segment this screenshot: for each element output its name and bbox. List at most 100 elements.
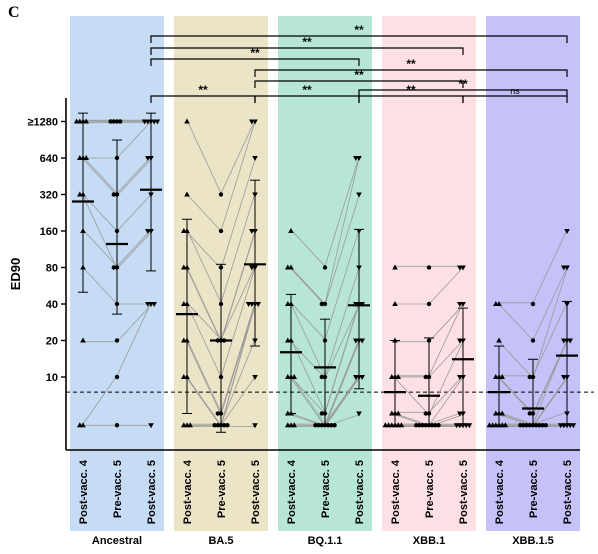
data-point-1-0-14	[187, 422, 193, 428]
category-label-1-2: Post-vacc. 5	[250, 460, 262, 524]
data-point-2-1-11	[316, 423, 321, 428]
data-point-2-2-9	[353, 338, 359, 344]
data-point-4-1-3	[527, 374, 532, 380]
data-point-2-2-2	[356, 192, 362, 198]
category-label-1-0: Post-vacc. 4	[182, 459, 194, 524]
data-point-2-2-1	[353, 156, 359, 162]
data-point-0-1-0	[114, 119, 120, 124]
data-point-1-0-1	[184, 191, 190, 197]
data-point-3-1-1	[426, 301, 432, 307]
significance-bracket-4	[254, 80, 464, 88]
data-point-4-2-8	[561, 375, 567, 381]
data-point-3-2-5	[457, 338, 463, 344]
data-point-0-2-3	[141, 119, 148, 125]
data-point-4-1-12	[540, 423, 545, 428]
data-point-4-0-14	[486, 422, 493, 428]
data-point-0-2-12	[151, 302, 157, 308]
significance-bracket-9	[462, 95, 568, 103]
data-point-3-1-12	[417, 423, 422, 428]
data-point-4-0-7	[493, 410, 499, 416]
data-point-4-1-5	[527, 411, 532, 416]
significance-label-7: **	[302, 83, 312, 97]
data-point-0-2-6	[145, 156, 151, 162]
data-point-3-0-8	[395, 410, 401, 416]
significance-label-5: **	[458, 77, 468, 91]
significance-label-2: **	[250, 46, 260, 60]
data-point-1-2-11	[245, 302, 252, 308]
data-point-0-1-6	[111, 192, 117, 197]
data-point-4-0-8	[499, 410, 505, 416]
data-point-1-2-13	[252, 375, 258, 381]
group-band-3	[382, 16, 476, 531]
significance-label-8: **	[406, 83, 416, 97]
data-point-1-0-0	[184, 118, 190, 124]
y-tick-label-1: 20	[46, 336, 58, 348]
group-label-3: XBB.1	[413, 535, 445, 547]
data-point-0-1-2	[118, 119, 123, 124]
data-point-3-1-0	[426, 265, 432, 270]
category-label-1-1: Pre-vacc. 5	[216, 460, 228, 518]
data-point-1-2-7	[249, 265, 255, 271]
category-label-0-2: Post-vacc. 5	[146, 460, 158, 524]
data-point-0-1-1	[111, 119, 117, 124]
data-point-2-1-7	[319, 411, 324, 416]
data-point-1-1-11	[215, 423, 220, 428]
significance-label-6: **	[198, 83, 208, 97]
data-point-2-0-0	[288, 228, 294, 234]
data-point-4-0-4	[493, 374, 499, 380]
data-point-2-0-13	[285, 422, 291, 428]
data-point-4-2-0	[564, 229, 570, 235]
data-point-4-2-14	[570, 423, 577, 429]
data-point-0-1-13	[114, 423, 120, 428]
data-point-4-2-2	[561, 265, 567, 271]
significance-label-4: **	[354, 68, 364, 82]
y-tick-label-5: 320	[40, 190, 58, 202]
data-point-2-1-12	[329, 423, 334, 428]
group-band-2	[278, 16, 372, 531]
data-point-1-0-3	[181, 228, 187, 234]
data-point-0-1-9	[111, 265, 117, 270]
data-point-0-0-6	[83, 155, 89, 161]
y-tick-label-4: 160	[40, 226, 58, 238]
data-point-0-0-5	[77, 155, 83, 161]
category-label-2-1: Pre-vacc. 5	[320, 460, 332, 518]
category-label-3-1: Pre-vacc. 5	[424, 460, 436, 518]
group-label-4: XBB.1.5	[512, 535, 554, 547]
significance-label-9: ns	[510, 86, 520, 96]
data-point-3-2-1	[457, 265, 463, 271]
data-point-3-0-1	[392, 301, 398, 307]
data-point-2-2-12	[353, 375, 359, 381]
data-point-3-0-7	[389, 410, 395, 416]
data-point-0-2-4	[154, 119, 161, 125]
category-label-2-2: Post-vacc. 5	[354, 460, 366, 524]
data-point-0-1-12	[114, 374, 120, 380]
y-tick-label-6: 640	[40, 153, 58, 165]
significance-label-3: **	[406, 57, 416, 71]
significance-bracket-3	[254, 69, 568, 77]
data-point-2-1-1	[322, 301, 328, 307]
category-label-4-2: Post-vacc. 5	[562, 460, 574, 524]
data-point-0-2-13	[148, 423, 154, 429]
data-point-3-0-0	[392, 264, 398, 270]
data-point-1-2-10	[255, 302, 261, 308]
data-point-2-0-4	[285, 301, 291, 307]
significance-label-1: **	[302, 35, 312, 49]
data-point-4-1-13	[518, 423, 523, 428]
significance-bracket-1	[150, 47, 464, 55]
category-label-0-0: Post-vacc. 4	[78, 459, 90, 524]
data-point-1-0-5	[181, 264, 187, 270]
data-point-4-0-5	[499, 374, 505, 380]
category-label-4-1: Pre-vacc. 5	[528, 460, 540, 518]
data-point-0-0-3	[73, 118, 80, 124]
data-point-0-0-8	[77, 191, 83, 197]
data-point-3-2-7	[457, 375, 463, 381]
y-tick-label-3: 80	[46, 263, 58, 275]
data-point-3-1-10	[420, 423, 425, 428]
data-point-4-1-0	[530, 301, 536, 307]
data-point-3-2-13	[453, 423, 460, 429]
data-point-4-0-13	[502, 422, 509, 428]
data-point-1-2-14	[252, 423, 258, 429]
data-point-4-0-1	[493, 301, 499, 307]
data-point-2-2-13	[359, 375, 365, 381]
category-label-3-0: Post-vacc. 4	[390, 459, 402, 524]
